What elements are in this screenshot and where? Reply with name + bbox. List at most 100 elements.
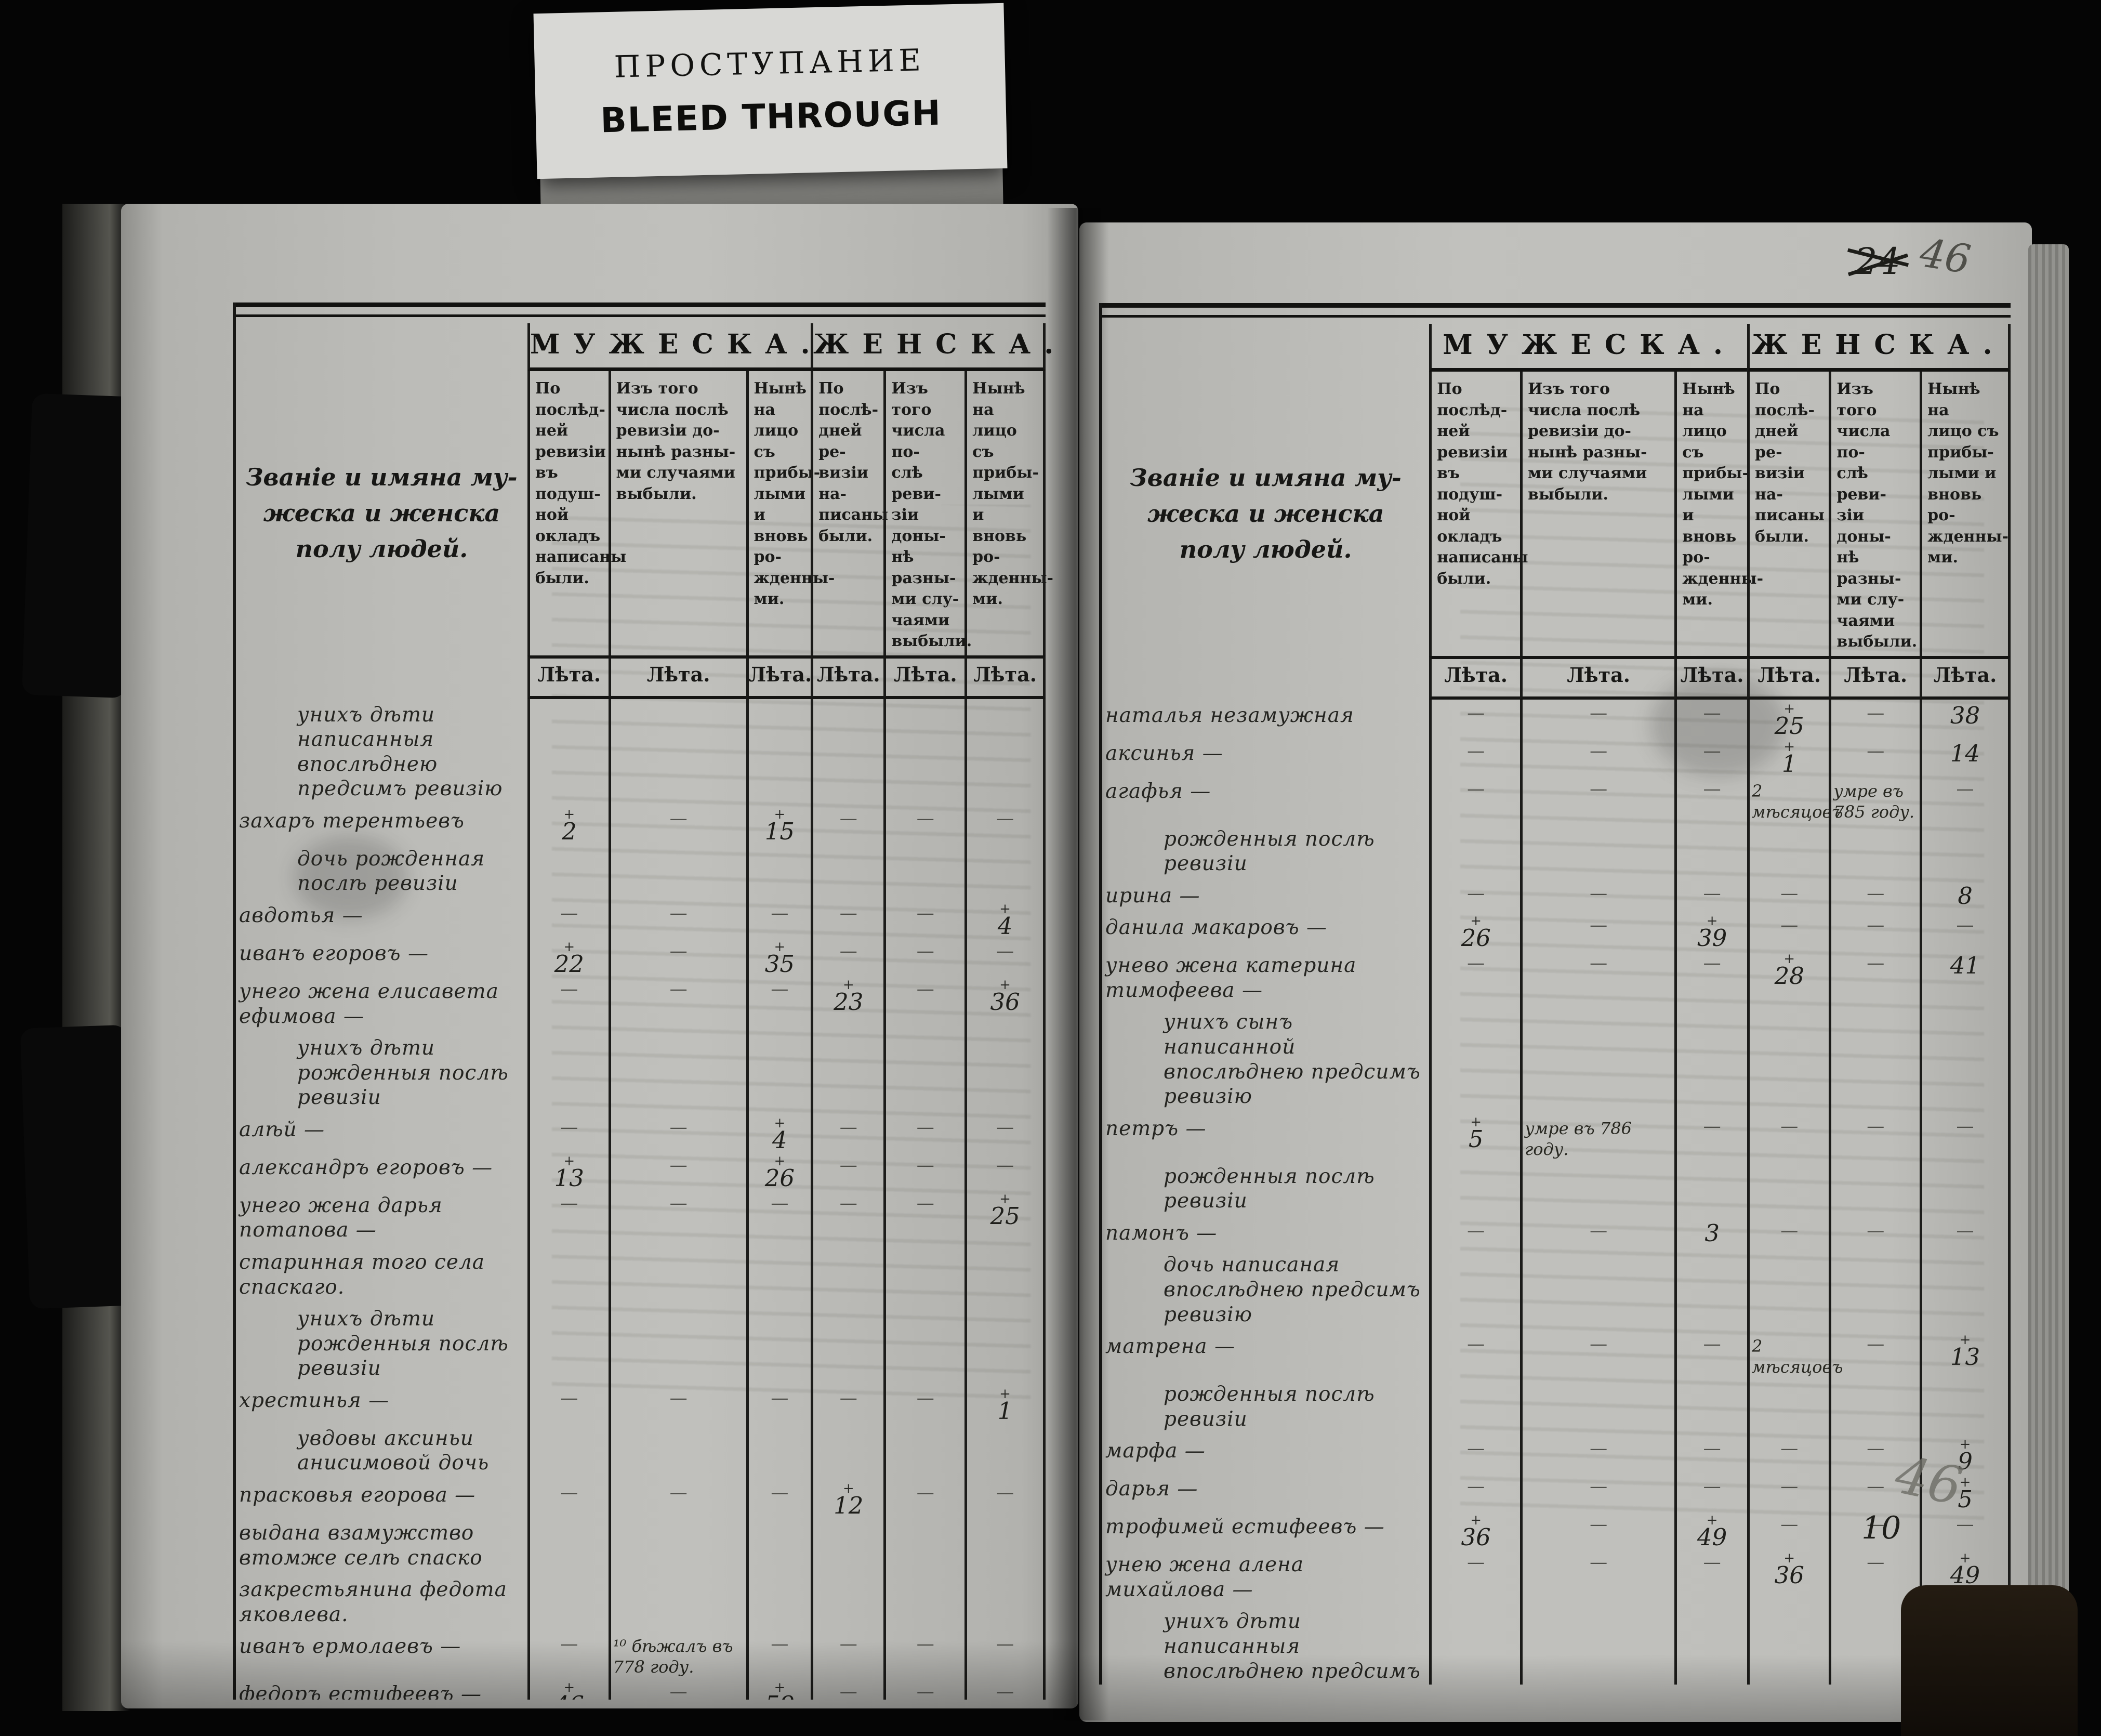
age-cell <box>964 843 1046 900</box>
age-cell: 8 <box>1920 879 2011 912</box>
age-value: 12 <box>834 1492 864 1520</box>
age-note: ¹⁰ бѣжалъ въ 778 году. <box>613 1636 733 1677</box>
age-cell: — <box>1520 1435 1674 1474</box>
empty-dash: — <box>916 1192 934 1214</box>
age-cell <box>608 1032 746 1114</box>
row-name: закрестьянина федота яковлева. <box>236 1574 527 1630</box>
age-cell <box>811 1032 883 1114</box>
age-cell <box>1747 1606 1829 1685</box>
age-cell <box>608 1246 746 1304</box>
table-row: наталья незамужная — — — +25 — 38 <box>1102 699 2011 738</box>
age-cell <box>1520 1606 1674 1685</box>
age-cell: — <box>746 1630 811 1679</box>
age-value: 1 <box>1781 749 1797 778</box>
age-cell <box>608 1303 746 1385</box>
age-cell: — <box>964 1678 1046 1700</box>
check-plus-mark: + <box>999 1191 1011 1207</box>
age-value: 13 <box>1950 1343 1980 1371</box>
check-plus-mark: + <box>1470 1114 1482 1130</box>
age-cell: — <box>527 1384 609 1423</box>
age-cell <box>883 1517 964 1574</box>
empty-dash: — <box>669 1681 688 1700</box>
age-cell <box>746 1422 811 1480</box>
age-cell: — <box>1920 1112 2011 1161</box>
age-cell: — <box>746 1189 811 1247</box>
age-value: 49 <box>1697 1523 1727 1551</box>
age-cell: — <box>608 899 746 938</box>
table-row: унихъ дѣти написанныя впослѣднею предсим… <box>236 699 1046 805</box>
row-name: унихъ дѣти рожденныя послѣ ревизіи <box>236 1032 527 1114</box>
age-cell: — <box>1674 737 1747 775</box>
age-cell: — <box>527 1113 609 1152</box>
age-cell <box>883 699 964 805</box>
empty-dash: — <box>1467 1552 1485 1573</box>
age-cell <box>746 1303 811 1385</box>
row-name-text: дарья — <box>1105 1477 1198 1501</box>
age-cell <box>964 1303 1046 1385</box>
age-cell <box>811 1246 883 1304</box>
empty-dash: — <box>1467 1438 1485 1459</box>
age-cell: +2 <box>527 805 609 843</box>
age-cell <box>527 1246 609 1304</box>
age-cell: — <box>883 805 964 843</box>
empty-dash: — <box>996 1154 1014 1176</box>
table-row: закрестьянина федота яковлева. <box>236 1574 1046 1631</box>
empty-dash: — <box>669 902 688 924</box>
age-note: умре въ 785 году. <box>1833 781 1915 822</box>
age-cell: — <box>1829 1549 1920 1606</box>
age-value: 59 <box>765 1693 795 1699</box>
table-row: унихъ дѣти написанныя впослѣднею предсим… <box>1102 1606 2011 1685</box>
age-cell: — <box>811 1384 883 1423</box>
names-column-header: Званіе и имяна му- жеска и женска полу л… <box>246 463 518 563</box>
age-cell <box>1920 1160 2011 1217</box>
age-value: 8 <box>1958 882 1973 910</box>
row-name: трофимей естифеевъ — <box>1102 1511 1429 1549</box>
age-cell <box>608 699 746 805</box>
age-cell <box>1520 1378 1674 1436</box>
age-cell <box>811 1303 883 1385</box>
row-name: унихъ дѣти рожденныя послѣ ревизіи <box>236 1303 527 1385</box>
empty-dash: — <box>560 902 578 924</box>
table-body-left: унихъ дѣти написанныя впослѣднею предсим… <box>236 699 1046 1700</box>
binding-clamp-top <box>21 393 137 699</box>
leta-label: Лѣта. <box>608 655 746 699</box>
age-cell: — <box>1829 1511 1920 1549</box>
empty-dash: — <box>1703 702 1721 724</box>
check-plus-mark: + <box>1783 1550 1795 1567</box>
female-section-title: ЖЕНСКА. <box>811 323 1053 371</box>
age-cell: — <box>1829 1331 1920 1379</box>
age-cell <box>964 1517 1046 1574</box>
age-cell: — <box>964 805 1046 843</box>
age-cell: — <box>883 1678 964 1700</box>
section-title-row: МУЖЕСКА. ЖЕНСКА. <box>236 321 1053 371</box>
check-plus-mark: + <box>1706 913 1718 929</box>
age-cell <box>964 1246 1046 1304</box>
age-value: 2 <box>561 817 577 845</box>
age-cell: +26 <box>746 1151 811 1190</box>
empty-dash: — <box>916 940 934 962</box>
col-header-female-last-revision: По послѣ- дней ре- визіи на- писаны были… <box>1747 372 1829 656</box>
col-header-female-present: Нынѣ на лицо съ прибы- лыми и вновь ро- … <box>964 371 1053 655</box>
empty-dash: — <box>1703 1334 1721 1355</box>
empty-dash: — <box>1867 1476 1885 1497</box>
age-cell: 2 мѣсяцовъ <box>1747 1331 1843 1379</box>
check-plus-mark: + <box>774 1115 786 1131</box>
age-cell: — <box>608 1384 746 1423</box>
leta-spacer <box>1102 656 1429 700</box>
row-name: дарья — <box>1102 1473 1429 1511</box>
age-cell: — <box>527 1630 609 1679</box>
empty-dash: — <box>1590 1334 1608 1355</box>
empty-dash: — <box>839 902 857 924</box>
empty-dash: — <box>669 940 688 962</box>
age-cell <box>1674 1160 1747 1217</box>
empty-dash: — <box>1780 1438 1799 1459</box>
table-row: авдотья — — — — — — +4 <box>236 899 1046 938</box>
age-cell: — <box>608 1479 746 1518</box>
col-header-male-present: Нынѣ на лицо съ прибы- лыми и вновь ро- … <box>1674 372 1763 656</box>
age-cell: — <box>746 975 811 1033</box>
age-cell: — <box>964 1630 1046 1679</box>
age-cell <box>527 1574 609 1631</box>
col-header-male-last-revision: По послѣд- ней ревизіи въ подуш- ной окл… <box>1429 372 1528 656</box>
age-cell <box>883 843 964 900</box>
age-cell <box>1674 1606 1747 1685</box>
